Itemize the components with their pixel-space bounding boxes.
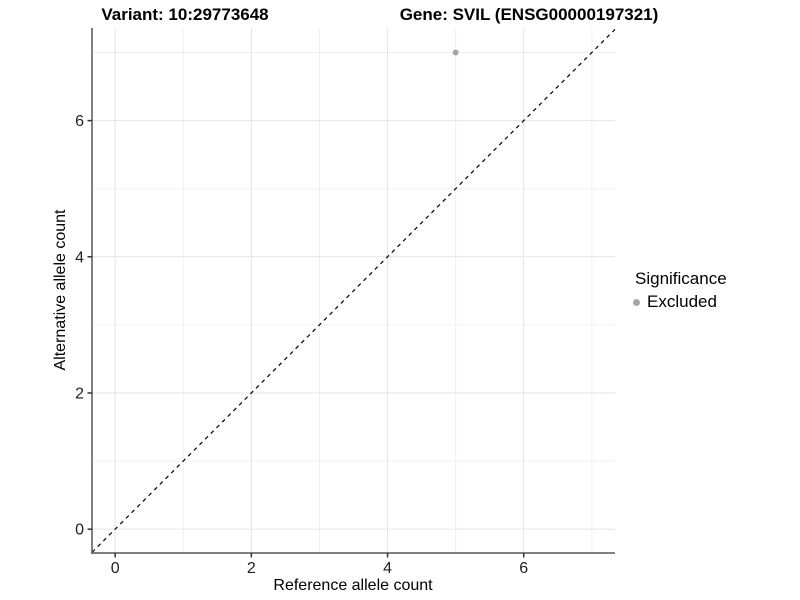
x-axis-title: Reference allele count <box>273 577 433 594</box>
x-tick-label: 2 <box>247 560 256 577</box>
y-axis-title: Alternative allele count <box>52 209 69 371</box>
x-tick-label: 0 <box>111 560 120 577</box>
plot-title-variant: Variant: 10:29773648 <box>101 5 269 24</box>
legend-item-excluded: Excluded <box>633 292 727 312</box>
identity-line <box>91 28 616 553</box>
y-tick-label: 2 <box>75 385 84 402</box>
legend-title: Significance <box>635 269 727 288</box>
legend-item-label: Excluded <box>647 292 717 311</box>
data-point <box>452 49 459 56</box>
y-tick-label: 6 <box>75 113 84 130</box>
legend: Significance Excluded <box>633 269 727 312</box>
y-tick-label: 4 <box>75 249 84 266</box>
y-tick-label: 0 <box>75 522 84 539</box>
legend-point-icon <box>633 298 640 306</box>
x-tick-label: 4 <box>383 560 392 577</box>
plot-title-gene: Gene: SVIL (ENSG00000197321) <box>399 5 659 24</box>
x-tick-label: 6 <box>519 560 528 577</box>
